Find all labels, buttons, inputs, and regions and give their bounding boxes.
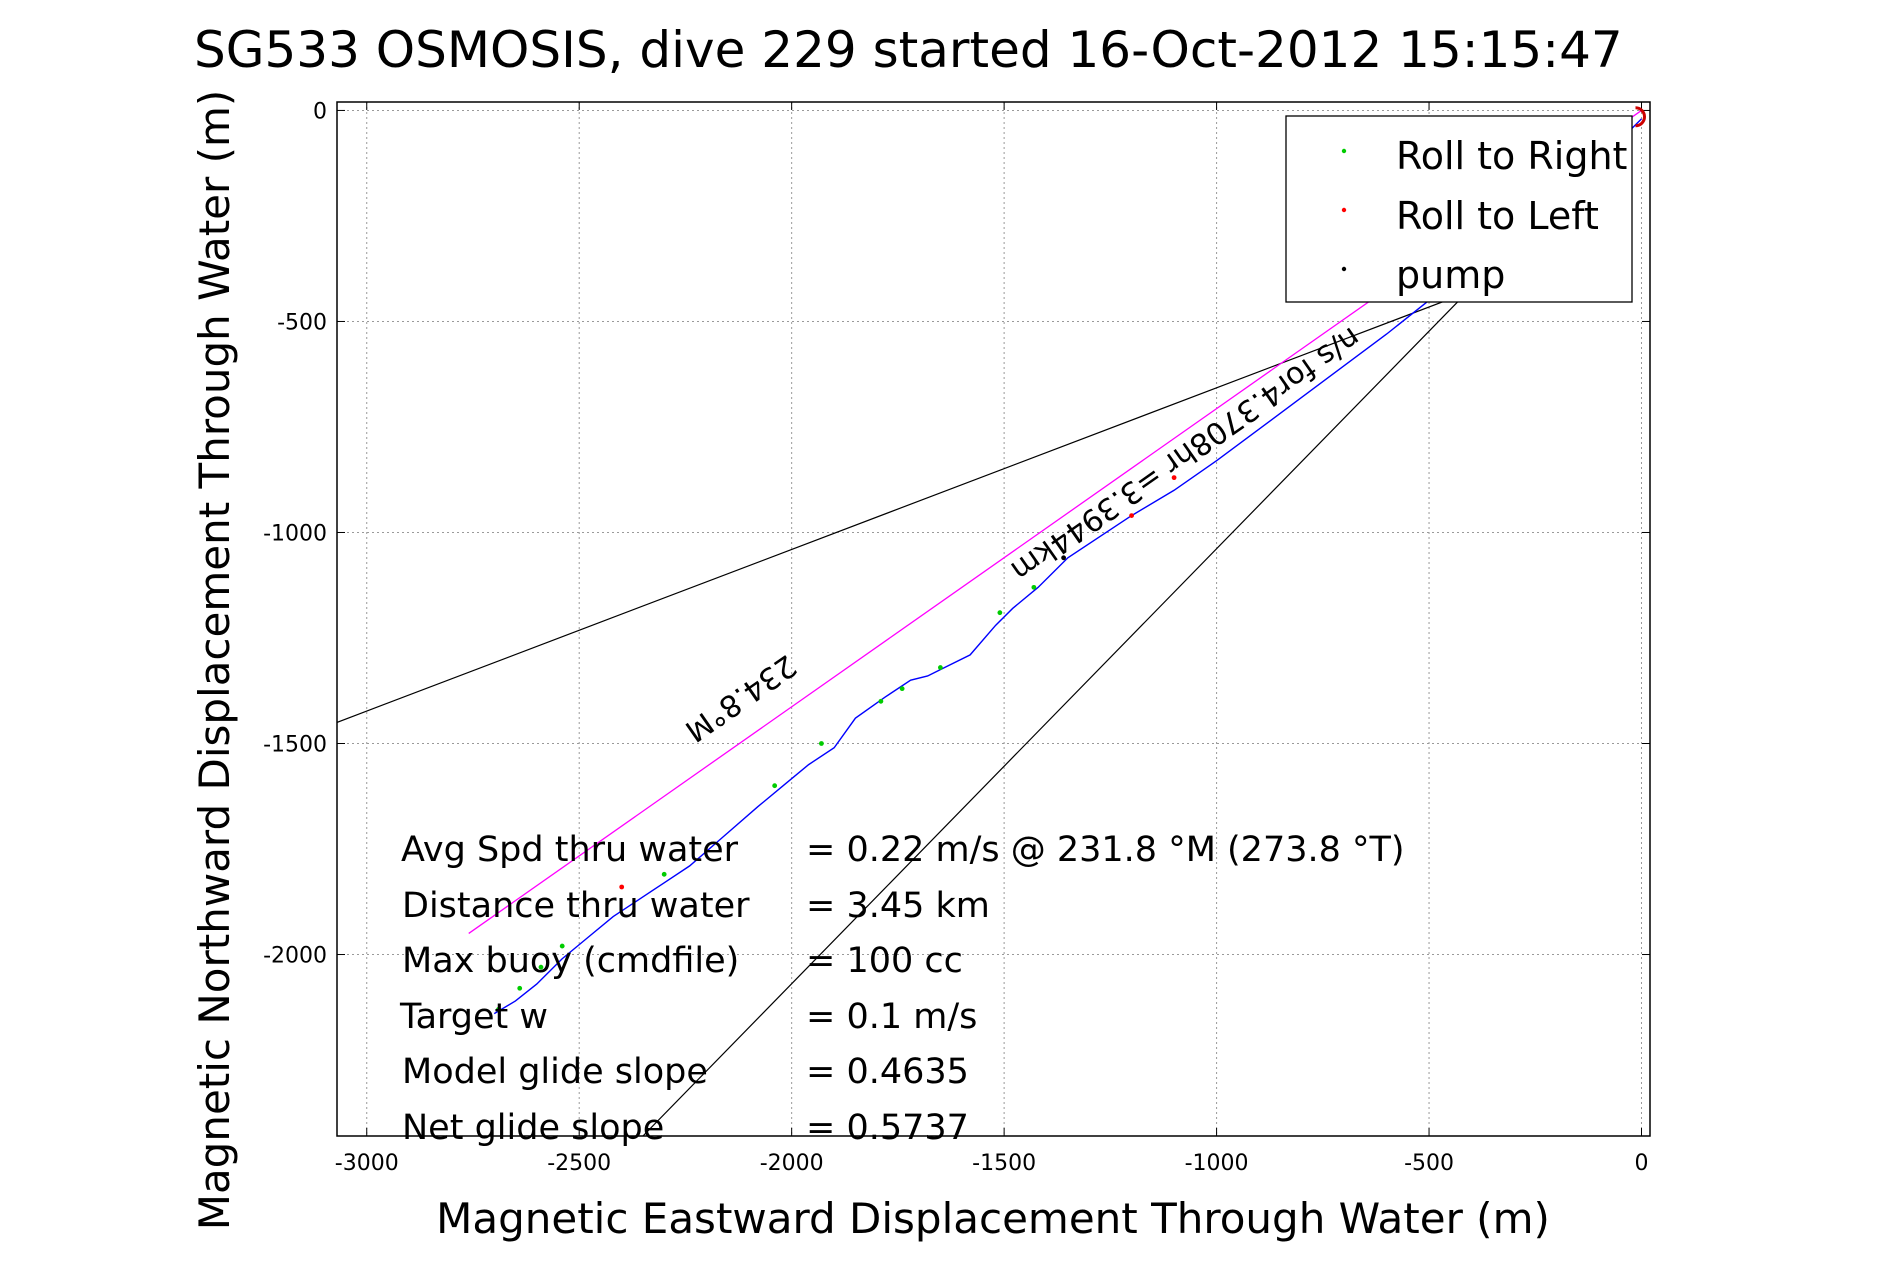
- stat-value-target-w: = 0.1 m/s: [806, 997, 977, 1037]
- bound-lines: [337, 266, 1536, 1136]
- x-tick-label: -1000: [1185, 1151, 1249, 1176]
- roll-right-point: [496, 1006, 501, 1012]
- roll-right-point: [517, 985, 523, 991]
- roll-right-point: [878, 698, 884, 704]
- roll-left-points: [619, 475, 1177, 890]
- x-tick-label: 0: [1635, 1151, 1649, 1176]
- legend-label-roll-right: Roll to Right: [1396, 134, 1627, 178]
- roll-right-point: [538, 964, 544, 970]
- x-tick-label: -1500: [972, 1151, 1036, 1176]
- grid-lines: [337, 102, 1650, 1136]
- x-tick-label: -3000: [335, 1151, 399, 1176]
- stat-label-avg-speed: Avg Spd thru water: [401, 830, 739, 870]
- stat-label-distance: Distance thru water: [402, 886, 750, 926]
- bound-line: [642, 287, 1472, 1136]
- x-axis-ticks: -3000 -2500 -2000 -1500 -1000 -500 0: [335, 102, 1649, 1176]
- stat-label-max-buoy: Max buoy (cmdfile): [402, 941, 739, 981]
- roll-left-point: [619, 884, 625, 890]
- y-axis-label: Magnetic Northward Displacement Through …: [190, 90, 239, 1231]
- y-tick-label: -1000: [263, 521, 327, 546]
- roll-right-point: [937, 665, 943, 670]
- roll-right-point: [772, 783, 778, 789]
- y-axis-ticks: -2000 -1500 -1000 -500 0: [263, 99, 1650, 969]
- roll-right-point: [997, 610, 1003, 616]
- x-tick-label: -2000: [760, 1151, 824, 1176]
- legend-marker-roll-right: [1341, 148, 1347, 154]
- stats-block: Avg Spd thru water = 0.22 m/s @ 231.8 °M…: [399, 830, 1405, 1148]
- y-tick-label: -2000: [263, 944, 327, 969]
- pump-points: [1061, 555, 1067, 561]
- roll-right-point: [1031, 584, 1037, 590]
- x-axis-label: Magnetic Eastward Displacement Through W…: [436, 1194, 1550, 1243]
- roll-right-point: [899, 686, 905, 692]
- y-tick-label: 0: [313, 99, 327, 124]
- roll-right-point: [819, 741, 824, 746]
- pump-point: [1061, 555, 1067, 561]
- start-marker: [1635, 106, 1646, 128]
- stat-value-model-glide: = 0.4635: [806, 1052, 969, 1092]
- y-tick-label: -500: [277, 310, 327, 335]
- roll-right-point: [559, 943, 565, 949]
- stat-value-net-glide: = 0.5737: [806, 1108, 969, 1148]
- bound-line: [337, 266, 1536, 723]
- stat-label-target-w: Target w: [399, 997, 548, 1037]
- stat-value-max-buoy: = 100 cc: [806, 941, 963, 981]
- legend-marker-roll-left: [1341, 207, 1347, 213]
- chart-title: SG533 OSMOSIS, dive 229 started 16-Oct-2…: [194, 21, 1623, 79]
- legend: Roll to Right Roll to Left pump: [1285, 115, 1633, 303]
- roll-right-points: [496, 584, 1037, 1012]
- roll-right-point: [661, 871, 667, 877]
- stat-value-distance: = 3.45 km: [806, 886, 990, 926]
- x-tick-label: -2500: [547, 1151, 611, 1176]
- roll-left-point: [1129, 513, 1134, 518]
- plot-frame: [336, 101, 1651, 1137]
- x-tick-label: -500: [1404, 1151, 1454, 1176]
- stat-value-avg-speed: = 0.22 m/s @ 231.8 °M (273.8 °T): [806, 830, 1405, 870]
- y-tick-label: -1500: [263, 733, 327, 758]
- track-line: [493, 118, 1642, 1015]
- legend-label-pump: pump: [1396, 253, 1505, 297]
- roll-left-point: [1171, 475, 1177, 481]
- stat-label-model-glide: Model glide slope: [402, 1052, 708, 1092]
- legend-marker-pump: [1341, 266, 1347, 272]
- legend-label-roll-left: Roll to Left: [1396, 194, 1599, 238]
- stat-label-net-glide: Net glide slope: [402, 1108, 664, 1148]
